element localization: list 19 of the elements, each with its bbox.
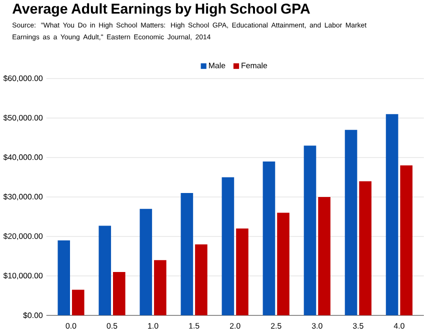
bar	[222, 177, 234, 316]
bar	[386, 114, 398, 316]
bar	[72, 290, 84, 316]
chart-title: Average Adult Earnings by High School GPA	[12, 3, 310, 17]
bar	[140, 208, 152, 316]
bar	[113, 272, 126, 316]
bar	[236, 228, 248, 316]
bar	[98, 226, 112, 316]
bar	[359, 181, 372, 316]
bar	[400, 165, 412, 316]
bar	[58, 240, 70, 316]
bar	[195, 244, 208, 316]
bar	[277, 212, 290, 316]
bar	[318, 196, 330, 316]
bar	[262, 161, 276, 316]
bar	[180, 193, 194, 316]
bar	[304, 146, 316, 316]
bar	[154, 260, 166, 316]
bar	[344, 130, 358, 316]
